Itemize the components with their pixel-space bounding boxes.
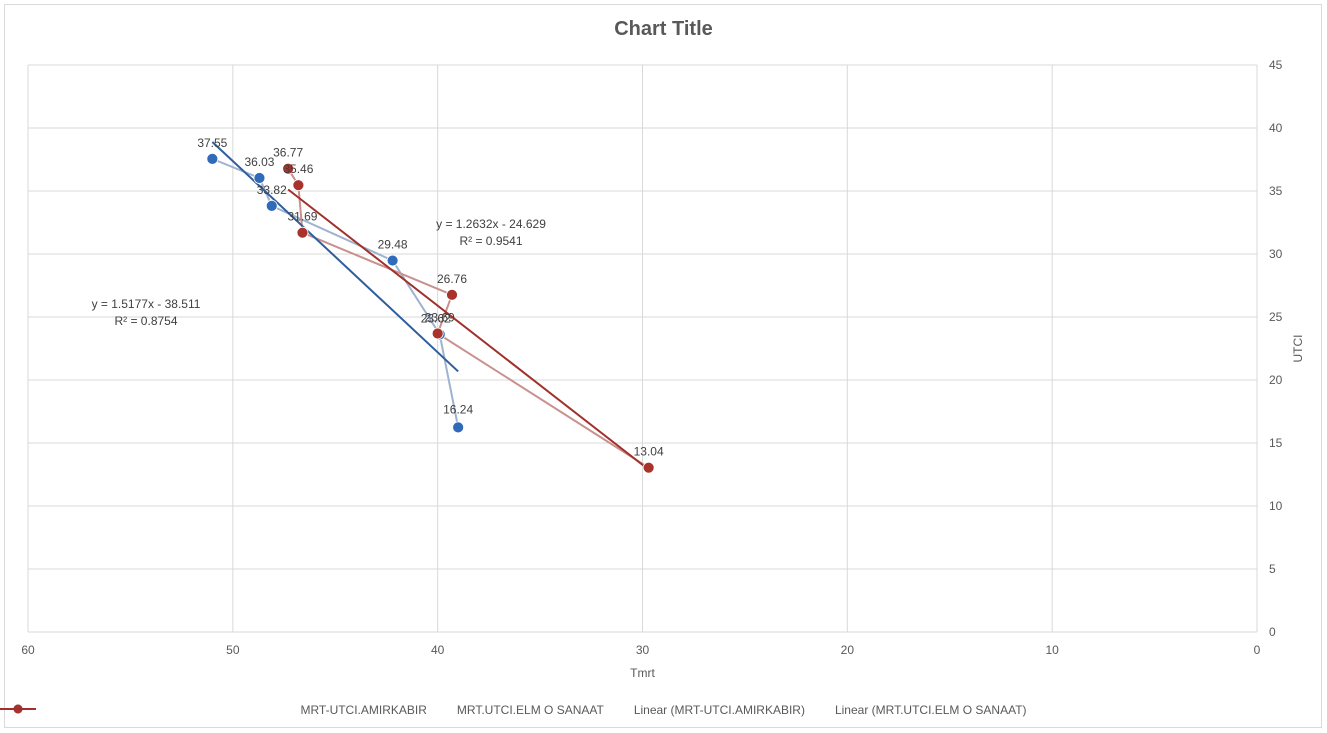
trendline-2 <box>287 188 650 471</box>
x-tick-label: 20 <box>841 643 855 657</box>
y-axis-title: UTCI <box>1291 335 1305 363</box>
x-tick-label: 60 <box>21 643 35 657</box>
data-point <box>386 254 399 267</box>
data-point <box>265 199 278 212</box>
y-tick-label: 5 <box>1269 562 1276 576</box>
data-label: 36.77 <box>273 146 303 160</box>
trendline-equation-2: y = 1.2632x - 24.629 <box>436 217 546 231</box>
legend-label-trend-2: Linear (MRT.UTCI.ELM O SANAAT) <box>834 703 1027 717</box>
trendline-1 <box>211 141 459 373</box>
y-tick-label: 25 <box>1269 310 1283 324</box>
trendline-equation-1: y = 1.5177x - 38.511 <box>92 297 201 311</box>
data-point <box>452 421 465 434</box>
data-label: 35.46 <box>283 162 313 176</box>
trendline-r2-2: R² = 0.9541 <box>459 234 522 248</box>
y-tick-label: 10 <box>1269 499 1283 513</box>
legend-label-series-1: MRT-UTCI.AMIRKABIR <box>300 703 427 717</box>
legend-item-trend-1: Linear (MRT-UTCI.AMIRKABIR) <box>0 703 805 717</box>
y-tick-label: 20 <box>1269 373 1283 387</box>
data-label: 23.62 <box>421 311 451 325</box>
data-point <box>642 461 655 474</box>
chart-area <box>4 4 1322 728</box>
y-tick-label: 0 <box>1269 625 1276 639</box>
data-point <box>253 172 266 184</box>
data-point <box>282 162 295 175</box>
x-tick-label: 40 <box>431 643 445 657</box>
data-label: 16.24 <box>443 402 473 416</box>
legend-item-series-1: MRT-UTCI.AMIRKABIR <box>0 703 427 717</box>
x-tick-label: 0 <box>1254 643 1261 657</box>
data-point <box>292 179 305 192</box>
y-tick-label: 35 <box>1269 184 1283 198</box>
data-label: 31.69 <box>287 210 317 224</box>
data-point <box>206 152 219 165</box>
x-tick-label: 50 <box>226 643 240 657</box>
y-tick-label: 30 <box>1269 247 1283 261</box>
data-label: 33.82 <box>257 183 287 197</box>
trendline-r2-1: R² = 0.8754 <box>114 314 177 328</box>
data-point <box>431 327 444 340</box>
legend: MRT-UTCI.AMIRKABIR MRT.UTCI.ELM O SANAAT… <box>0 703 1327 717</box>
x-tick-label: 30 <box>636 643 650 657</box>
data-label: 13.04 <box>634 445 664 459</box>
series-line-2 <box>287 168 650 469</box>
data-point <box>446 288 458 301</box>
legend-label-trend-1: Linear (MRT-UTCI.AMIRKABIR) <box>633 703 805 717</box>
chart-title: Chart Title <box>614 18 713 40</box>
data-label: 29.48 <box>378 238 408 252</box>
x-axis-title: Tmrt <box>630 666 655 680</box>
legend-item-series-2: MRT.UTCI.ELM O SANAAT <box>0 703 604 717</box>
data-label: 36.03 <box>244 155 274 169</box>
y-tick-label: 45 <box>1269 58 1283 72</box>
series-line-1 <box>211 157 460 428</box>
y-tick-label: 15 <box>1269 436 1283 450</box>
legend-item-trend-2: Linear (MRT.UTCI.ELM O SANAAT) <box>0 703 1027 717</box>
legend-label-series-2: MRT.UTCI.ELM O SANAAT <box>456 703 604 717</box>
data-label: 37.55 <box>197 136 227 150</box>
data-point <box>296 226 309 239</box>
x-tick-label: 10 <box>1045 643 1059 657</box>
y-tick-label: 40 <box>1269 121 1283 135</box>
legend-line-trend-2 <box>0 708 36 710</box>
data-label: 23.69 <box>425 311 455 325</box>
data-label: 26.76 <box>437 272 467 286</box>
